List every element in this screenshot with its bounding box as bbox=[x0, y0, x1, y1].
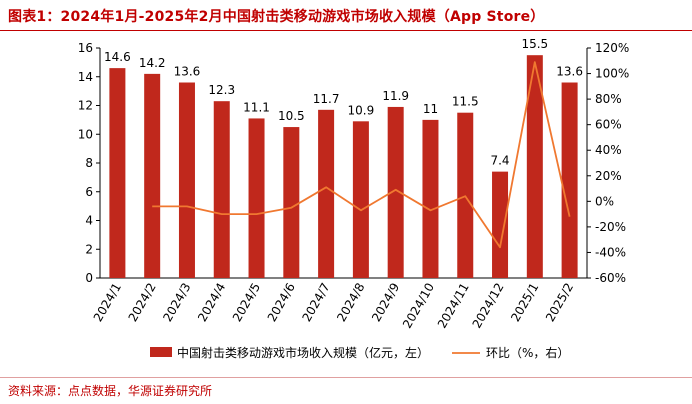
legend: 中国射击类移动游戏市场收入规模（亿元，左） 环比（%，右） bbox=[150, 345, 569, 360]
bar-data-label: 13.6 bbox=[556, 65, 583, 79]
right-axis-tick-label: 40% bbox=[595, 143, 622, 157]
bar-data-label: 10.5 bbox=[278, 109, 305, 123]
line-series-path bbox=[152, 61, 571, 249]
legend-bar-swatch bbox=[150, 347, 172, 357]
x-axis-tick-label: 2024/3 bbox=[160, 281, 193, 325]
x-axis-tick-label: 2024/4 bbox=[195, 281, 228, 325]
bar-data-label: 15.5 bbox=[521, 37, 548, 51]
left-axis-tick-label: 4 bbox=[85, 214, 93, 228]
bar bbox=[283, 127, 300, 278]
bar-data-label: 13.6 bbox=[174, 65, 201, 79]
bar-data-label: 14.6 bbox=[104, 50, 131, 64]
legend-bar-label: 中国射击类移动游戏市场收入规模（亿元，左） bbox=[177, 345, 429, 360]
title-divider bbox=[0, 30, 692, 31]
left-axis-tick-label: 6 bbox=[85, 185, 93, 199]
bar bbox=[144, 73, 161, 278]
x-axis-tick-label: 2024/8 bbox=[334, 281, 367, 325]
right-axis-tick-label: -40% bbox=[595, 245, 626, 259]
figure-title: 图表1：2024年1月-2025年2月中国射击类移动游戏市场收入规模（App S… bbox=[8, 9, 545, 25]
bar-data-label: 12.3 bbox=[208, 83, 235, 97]
bar bbox=[248, 118, 265, 278]
bar-line-chart: 0 2 4 6 8 10 12 14 16 -60% -40% -20% 0% 20% 40% 60% 80%… bbox=[78, 37, 630, 360]
bar-data-labels: 14.6 14.2 13.6 12.3 11.1 10.5 11.7 10.9 11.9 11 11… bbox=[104, 37, 583, 167]
bar bbox=[213, 101, 230, 278]
x-axis-tick-label: 2024/12 bbox=[470, 281, 507, 331]
right-axis-tick-label: 80% bbox=[595, 92, 622, 106]
x-axis-ticks: 2024/1 2024/2 2024/3 2024/4 2024/5 2024/6 2024… bbox=[91, 281, 576, 331]
bar-data-label: 7.4 bbox=[490, 154, 509, 168]
x-axis-tick-label: 2024/6 bbox=[265, 281, 298, 325]
right-axis-tick-label: 60% bbox=[595, 118, 622, 132]
bar bbox=[318, 109, 335, 278]
bar-data-label: 10.9 bbox=[348, 103, 375, 117]
bar-data-label: 14.2 bbox=[139, 56, 166, 70]
left-axis-tick-label: 0 bbox=[85, 271, 93, 285]
x-axis-tick-label: 2024/7 bbox=[299, 281, 332, 325]
right-axis-tick-label: 120% bbox=[595, 41, 629, 55]
right-axis-tick-label: -60% bbox=[595, 271, 626, 285]
x-axis-tick-label: 2025/2 bbox=[543, 281, 576, 325]
bar bbox=[109, 68, 126, 278]
bar-data-label: 11.5 bbox=[452, 95, 479, 109]
line-series bbox=[152, 61, 571, 249]
bar bbox=[352, 121, 369, 278]
bar bbox=[422, 119, 439, 278]
x-axis-tick-label: 2024/10 bbox=[400, 281, 437, 331]
right-axis: -60% -40% -20% 0% 20% 40% 60% 80% 100% 120% bbox=[586, 41, 629, 285]
legend-line-label: 环比（%，右） bbox=[486, 345, 569, 360]
x-axis-tick-label: 2025/1 bbox=[508, 281, 541, 325]
x-axis-tick-label: 2024/5 bbox=[230, 281, 263, 325]
left-axis-tick-label: 12 bbox=[78, 99, 93, 113]
right-axis-tick-label: 0% bbox=[595, 194, 614, 208]
bar-data-label: 11.7 bbox=[313, 92, 340, 106]
left-axis-tick-label: 16 bbox=[78, 41, 93, 55]
right-axis-tick-label: -20% bbox=[595, 220, 626, 234]
bar-data-label: 11.9 bbox=[382, 89, 409, 103]
left-axis-tick-label: 8 bbox=[85, 156, 93, 170]
bar bbox=[526, 55, 543, 278]
bar-series bbox=[109, 55, 578, 278]
left-axis-tick-label: 2 bbox=[85, 242, 93, 256]
source-note: 资料来源：点点数据，华源证券研究所 bbox=[8, 384, 213, 398]
right-axis-tick-label: 20% bbox=[595, 169, 622, 183]
x-axis-tick-label: 2024/11 bbox=[435, 281, 472, 331]
footer-divider bbox=[0, 377, 692, 378]
left-axis-tick-label: 10 bbox=[78, 127, 93, 141]
x-axis-tick-label: 2024/2 bbox=[126, 281, 159, 325]
bar-data-label: 11.1 bbox=[243, 100, 270, 114]
bar bbox=[178, 82, 195, 278]
bar bbox=[492, 171, 509, 278]
bar bbox=[387, 106, 404, 278]
bar-data-label: 11 bbox=[423, 102, 438, 116]
left-axis-tick-label: 14 bbox=[78, 70, 93, 84]
right-axis-tick-label: 100% bbox=[595, 67, 629, 81]
x-axis-tick-label: 2024/1 bbox=[91, 281, 124, 325]
bar bbox=[561, 82, 578, 278]
x-axis-tick-label: 2024/9 bbox=[369, 281, 402, 325]
